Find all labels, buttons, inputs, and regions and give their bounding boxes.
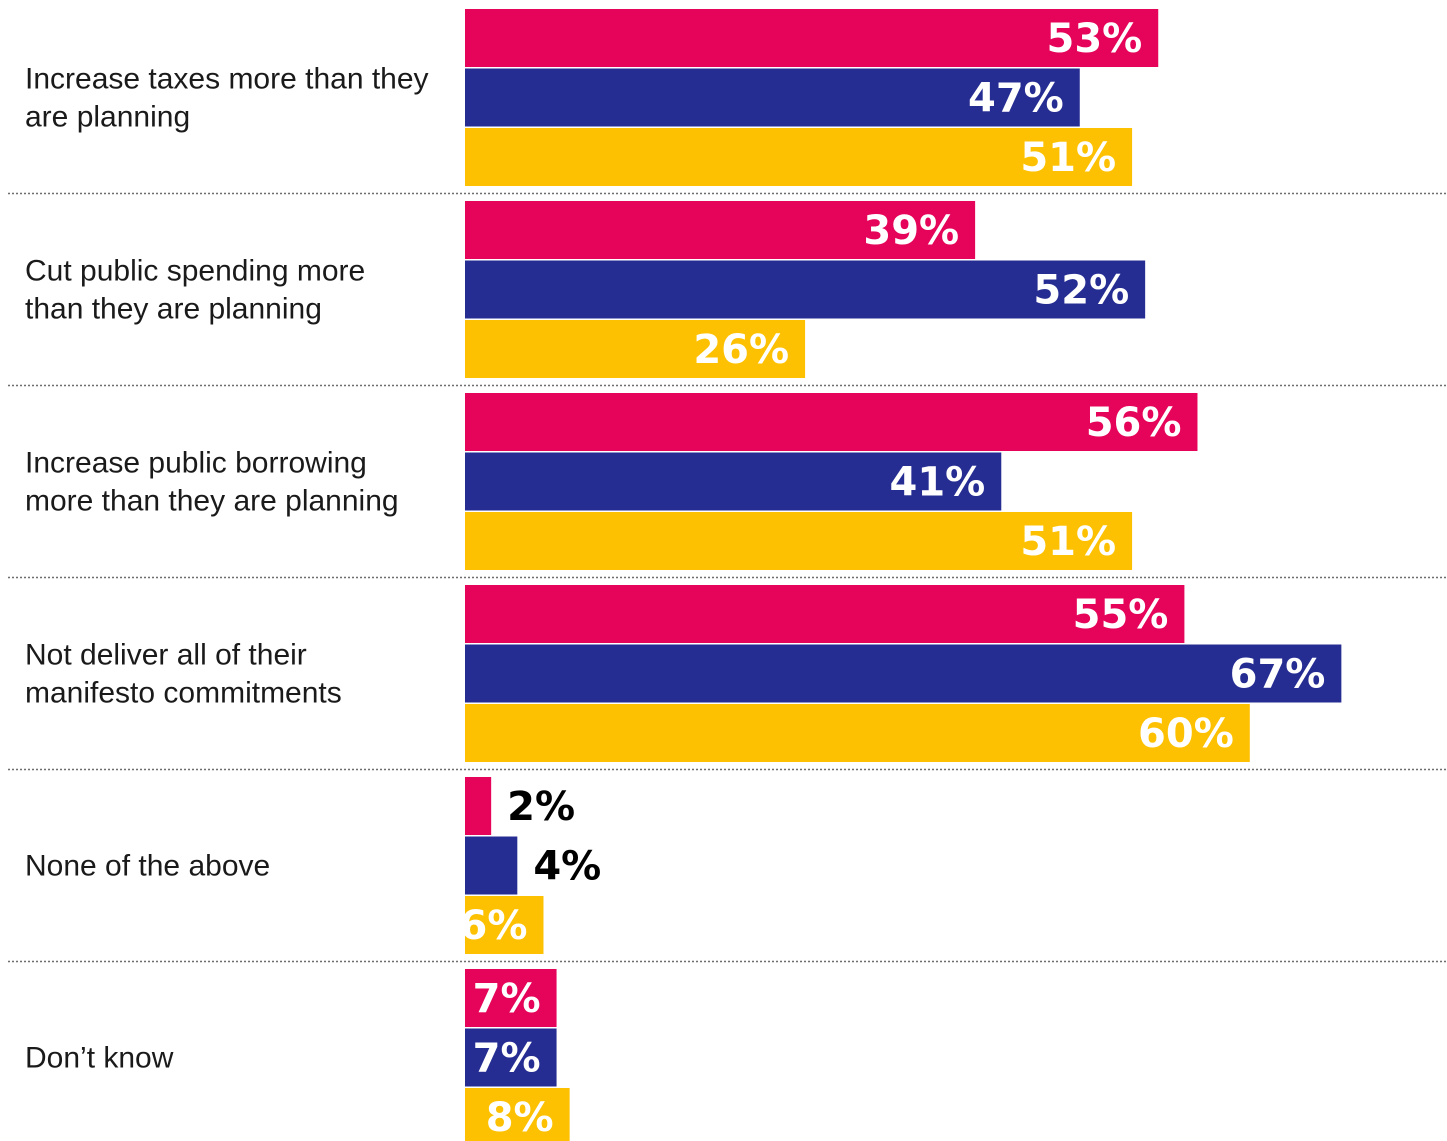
data-label: 51% [1020, 519, 1116, 565]
bar [465, 68, 1080, 127]
bar [465, 704, 1250, 762]
bar [465, 896, 544, 954]
category-label-line: Cut public spending more [25, 255, 365, 288]
data-label: 8% [486, 1095, 554, 1141]
category-label-line: None of the above [25, 850, 270, 883]
bar [465, 201, 976, 259]
data-label: 7% [473, 976, 541, 1022]
category-label: None of the above [25, 850, 270, 883]
data-label: 4% [533, 844, 601, 890]
data-label: 39% [863, 208, 959, 254]
category-label-line: Not deliver all of their [25, 639, 307, 672]
data-label: 52% [1033, 268, 1129, 314]
data-label: 60% [1138, 711, 1234, 757]
bar [465, 320, 806, 378]
bar [465, 1088, 570, 1141]
category-label: Don’t know [25, 1042, 174, 1075]
bar [465, 777, 492, 835]
category-label: Cut public spending more than they are pl… [25, 255, 365, 326]
category-label-line: than they are planning [25, 293, 322, 326]
data-label: 47% [968, 76, 1064, 122]
data-label: 53% [1046, 16, 1142, 62]
bar [465, 128, 1133, 186]
bar [465, 1028, 557, 1087]
data-label: 41% [890, 460, 986, 506]
category-labels: Increase taxes more than they are plannin… [25, 63, 429, 1075]
category-label-line: Increase public borrowing [25, 447, 367, 480]
bar [465, 644, 1342, 703]
bar [465, 393, 1198, 451]
data-label: 7% [473, 1036, 541, 1082]
bar [465, 452, 1002, 511]
bar [465, 836, 518, 895]
category-label: Increase public borrowing more than they … [25, 447, 399, 518]
category-label-line: Increase taxes more than they [25, 63, 429, 96]
data-label: 67% [1230, 652, 1326, 698]
data-label: 55% [1073, 592, 1169, 638]
data-label: 6% [460, 903, 528, 949]
bar [465, 9, 1159, 67]
category-label-line: manifesto commitments [25, 677, 342, 710]
category-label: Not deliver all of their manifesto commit… [25, 639, 342, 710]
category-label-line: are planning [25, 101, 190, 134]
data-label: 26% [693, 327, 789, 373]
category-label-line: Don’t know [25, 1042, 174, 1075]
data-label: 51% [1020, 135, 1116, 181]
bar [465, 585, 1185, 643]
data-label: 56% [1086, 400, 1182, 446]
data-label: 2% [507, 784, 575, 830]
bar [465, 260, 1146, 319]
bar [465, 512, 1133, 570]
category-label-line: more than they are planning [25, 485, 399, 518]
bar [465, 969, 557, 1027]
category-label: Increase taxes more than they are plannin… [25, 63, 429, 134]
bars [465, 9, 1342, 1141]
value-labels: 53% 47% 51% 39% 52% 26% 56% 41% 51% 55% 67% 60% 2% 4%… [460, 16, 1326, 1141]
